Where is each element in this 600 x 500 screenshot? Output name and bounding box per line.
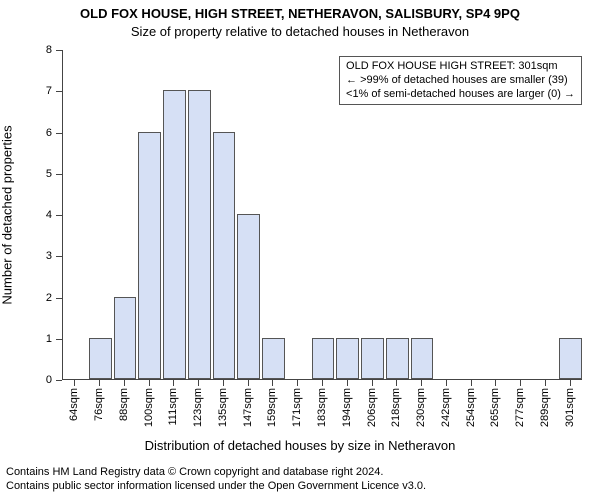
y-tick-label: 7 [32,85,52,97]
y-tick [56,215,62,216]
y-tick-label: 5 [32,168,52,180]
y-tick-label: 6 [32,127,52,139]
x-tick [124,380,125,386]
x-tick-label: 206sqm [366,388,378,427]
x-tick-label: 123sqm [192,388,204,427]
x-tick-label: 183sqm [316,388,328,427]
y-tick [56,91,62,92]
annotation-line: <1% of semi-detached houses are larger (… [346,88,575,102]
x-tick-label: 194sqm [341,388,353,427]
x-tick-label: 147sqm [242,388,254,427]
x-tick [74,380,75,386]
y-tick [56,50,62,51]
attribution-text: Contains HM Land Registry data © Crown c… [6,466,594,494]
x-tick [173,380,174,386]
x-tick [272,380,273,386]
x-tick-label: 159sqm [266,388,278,427]
x-tick [545,380,546,386]
x-tick-label: 64sqm [68,388,80,421]
histogram-bar [559,338,582,379]
y-tick [56,380,62,381]
y-tick [56,339,62,340]
x-tick-label: 242sqm [440,388,452,427]
x-tick-label: 218sqm [390,388,402,427]
x-tick [570,380,571,386]
x-tick [396,380,397,386]
x-tick [520,380,521,386]
annotation-box: OLD FOX HOUSE HIGH STREET: 301sqm← >99% … [339,56,582,105]
chart-subtitle: Size of property relative to detached ho… [0,24,600,39]
x-tick [471,380,472,386]
histogram-bar [188,90,211,379]
y-tick-label: 4 [32,209,52,221]
histogram-bar [89,338,112,379]
x-tick [446,380,447,386]
x-tick-label: 171sqm [291,388,303,427]
annotation-line: OLD FOX HOUSE HIGH STREET: 301sqm [346,60,575,74]
x-tick [198,380,199,386]
x-tick [223,380,224,386]
y-tick-label: 8 [32,44,52,56]
annotation-line: ← >99% of detached houses are smaller (3… [346,74,575,88]
y-tick-label: 2 [32,292,52,304]
x-tick-label: 76sqm [93,388,105,421]
x-tick-label: 100sqm [143,388,155,427]
x-tick-label: 135sqm [217,388,229,427]
attribution-line: Contains HM Land Registry data © Crown c… [6,466,594,480]
x-tick [149,380,150,386]
x-tick [495,380,496,386]
histogram-bar [114,297,137,380]
attribution-line: Contains public sector information licen… [6,480,594,494]
x-tick-label: 254sqm [465,388,477,427]
x-tick [372,380,373,386]
histogram-bar [163,90,186,379]
x-tick-label: 277sqm [514,388,526,427]
histogram-bar [411,338,434,379]
y-tick-label: 0 [32,374,52,386]
x-tick [421,380,422,386]
y-tick [56,298,62,299]
y-tick [56,256,62,257]
y-axis-label: Number of detached properties [0,125,15,304]
y-tick [56,133,62,134]
histogram-bar [386,338,409,379]
x-tick-label: 289sqm [539,388,551,427]
x-tick-label: 230sqm [415,388,427,427]
histogram-bar [213,132,236,380]
chart-title: OLD FOX HOUSE, HIGH STREET, NETHERAVON, … [0,6,600,21]
histogram-bar [237,214,260,379]
histogram-bar [361,338,384,379]
x-axis-label: Distribution of detached houses by size … [0,438,600,453]
y-tick-label: 1 [32,333,52,345]
y-tick-label: 3 [32,250,52,262]
x-tick [297,380,298,386]
histogram-bar [336,338,359,379]
histogram-bar [312,338,335,379]
x-tick-label: 111sqm [167,388,179,426]
histogram-bar [138,132,161,380]
x-tick [322,380,323,386]
histogram-bar [262,338,285,379]
x-tick-label: 88sqm [118,388,130,421]
x-tick-label: 265sqm [489,388,501,427]
histogram-chart: OLD FOX HOUSE, HIGH STREET, NETHERAVON, … [0,0,600,500]
y-tick [56,174,62,175]
x-tick [99,380,100,386]
x-tick-label: 301sqm [564,388,576,427]
x-tick [347,380,348,386]
x-tick [248,380,249,386]
